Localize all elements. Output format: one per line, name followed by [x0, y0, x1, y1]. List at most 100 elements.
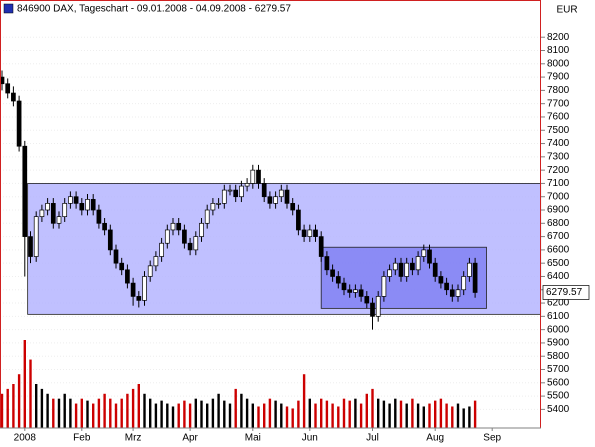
volume-bar — [69, 398, 72, 428]
candle-body — [0, 76, 5, 85]
volume-bar — [23, 340, 26, 428]
volume-bar — [240, 393, 243, 428]
candle-body — [187, 242, 193, 251]
x-tick-label: Apr — [182, 433, 198, 444]
volume-bar — [388, 403, 391, 428]
y-tick-label: 7400 — [547, 138, 570, 149]
volume-bar — [57, 398, 61, 428]
volume-bar — [29, 359, 32, 428]
candle-body — [199, 222, 204, 237]
volume-bar — [473, 400, 477, 428]
candle-body — [278, 189, 284, 198]
candle-body — [11, 92, 16, 102]
candle-body — [341, 282, 347, 291]
candle-body — [410, 262, 415, 271]
candle-body — [5, 83, 11, 94]
volume-bar — [228, 403, 232, 428]
volume-bar — [354, 398, 357, 428]
volume-bar — [92, 403, 95, 428]
volume-bar — [217, 393, 220, 428]
volume-bar — [342, 398, 346, 428]
volume-bar — [314, 403, 317, 428]
volume-bar — [439, 398, 443, 428]
volume-bar — [382, 400, 386, 428]
candle-body — [210, 203, 216, 211]
volume-bar — [0, 393, 4, 428]
candle-body — [290, 203, 296, 211]
volume-bar — [422, 406, 425, 428]
volume-bar — [35, 384, 38, 428]
volume-bar — [308, 398, 311, 428]
volume-bar — [188, 403, 192, 428]
volume-bar — [234, 388, 237, 428]
candle-body — [256, 169, 261, 184]
y-tick-label: 6500 — [547, 258, 570, 269]
candle-body — [204, 209, 210, 224]
y-tick-label: 7800 — [547, 85, 570, 96]
candle-body — [39, 209, 45, 218]
volume-bar — [183, 400, 186, 428]
candle-body — [461, 276, 467, 291]
candle-body — [33, 216, 39, 257]
volume-bar — [428, 403, 431, 428]
volume-bar — [297, 400, 300, 428]
candle-body — [22, 145, 28, 237]
y-tick-label: 5700 — [547, 364, 570, 375]
candle-body — [56, 216, 62, 224]
y-tick-label: 7300 — [547, 151, 570, 162]
volume-bar — [348, 400, 351, 428]
volume-bar — [206, 403, 209, 428]
y-tick-label: 8100 — [547, 45, 570, 56]
chart-title: 846900 DAX, Tageschart - 09.01.2008 - 04… — [17, 4, 291, 15]
candle-body — [73, 196, 79, 204]
volume-bar — [194, 398, 197, 428]
volume-bar — [126, 393, 129, 428]
candle-body — [96, 209, 102, 224]
candle-body — [307, 229, 313, 237]
volume-bar — [166, 403, 169, 428]
y-tick-label: 5600 — [547, 377, 570, 388]
last-price-box — [542, 285, 590, 300]
candle-body — [358, 289, 364, 297]
zone — [320, 246, 487, 309]
candle-body — [392, 262, 398, 271]
candle-body — [421, 249, 427, 257]
volume-bar — [143, 393, 146, 428]
candle-body — [250, 169, 256, 184]
volume-bar — [160, 400, 163, 428]
y-tick-label: 6200 — [547, 298, 570, 309]
candle-body — [353, 289, 358, 293]
y-tick-label: 7100 — [547, 178, 570, 189]
candle-body — [301, 229, 307, 237]
x-tick-label: Sep — [483, 433, 501, 444]
candle-body — [170, 222, 176, 231]
last-price-label: 6279.57 — [546, 287, 583, 298]
candle-body — [45, 203, 50, 211]
y-tick-label: 7700 — [547, 98, 570, 109]
candle-body — [142, 276, 147, 301]
candle-body — [261, 183, 267, 198]
candle-body — [68, 196, 73, 204]
y-tick-label: 6100 — [547, 311, 570, 322]
candle-body — [415, 256, 421, 271]
candle-body — [467, 262, 472, 277]
volume-bar — [434, 400, 437, 428]
volume-bar — [394, 398, 397, 428]
volume-bar — [371, 388, 374, 428]
volume-bar — [74, 403, 78, 428]
candle-body — [90, 199, 96, 211]
candle-body — [404, 262, 410, 277]
candle-body — [50, 203, 56, 224]
candle-body — [375, 296, 381, 317]
volume-bar — [177, 403, 180, 428]
candle-body — [216, 203, 221, 205]
volume-bar — [411, 398, 414, 428]
candle-body — [472, 262, 478, 293]
candle-body — [62, 203, 68, 218]
candle-body — [398, 262, 404, 277]
candle-body — [267, 196, 273, 204]
y-tick-label: 8200 — [547, 32, 570, 43]
y-tick-label: 5800 — [547, 351, 570, 362]
candle-body — [347, 289, 353, 293]
y-tick-label: 7200 — [547, 165, 570, 176]
